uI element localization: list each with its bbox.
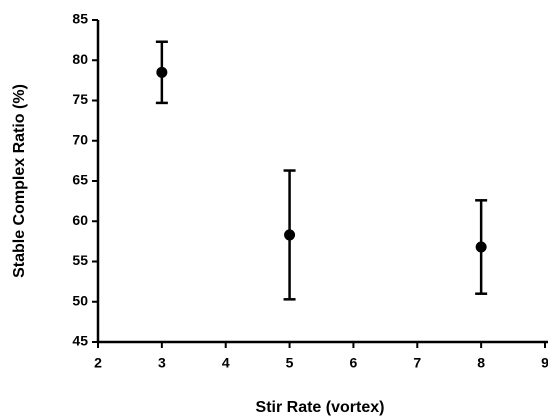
x-tick-label: 5 [286,355,294,371]
x-tick-label: 9 [541,355,548,371]
y-tick-label: 55 [72,252,88,268]
x-tick-label: 8 [477,355,485,371]
point [156,66,168,78]
y-tick-label: 50 [72,292,88,308]
point [475,241,487,253]
y-tick-label: 80 [72,51,88,67]
x-tick-label: 6 [350,355,358,371]
y-tick-label: 65 [72,172,88,188]
y-tick-label: 85 [72,11,88,27]
y-tick-label: 75 [72,91,88,107]
y-tick-label: 70 [72,131,88,147]
x-axis-title: Stir Rate (vortex) [256,399,385,416]
x-tick-label: 3 [158,355,166,371]
x-tick-label: 7 [413,355,421,371]
x-tick-label: 2 [94,355,102,371]
x-tick-label: 4 [222,355,230,371]
y-tick-label: 60 [72,212,88,228]
point [284,229,296,241]
y-tick-label: 45 [72,333,88,349]
y-axis-title: Stable Complex Ratio (%) [11,84,28,278]
